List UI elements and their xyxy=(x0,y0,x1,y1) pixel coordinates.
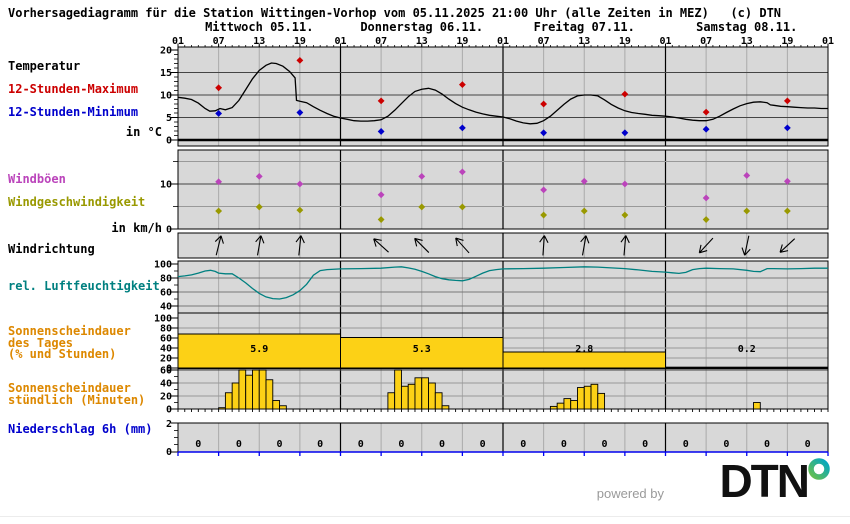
svg-text:19: 19 xyxy=(781,36,793,47)
svg-text:40: 40 xyxy=(160,379,172,390)
svg-text:0: 0 xyxy=(166,136,172,147)
svg-text:0: 0 xyxy=(317,439,323,450)
svg-text:Mittwoch 05.11.: Mittwoch 05.11. xyxy=(205,20,313,34)
svg-text:5.3: 5.3 xyxy=(413,344,431,355)
humidity-panel xyxy=(177,266,828,300)
svg-text:5: 5 xyxy=(166,113,172,124)
svg-text:40: 40 xyxy=(160,302,172,313)
humidity-label: rel. Luftfeuchtigkeit xyxy=(8,279,160,293)
wind-panel xyxy=(215,168,791,223)
precipitation-label: Niederschlag 6h (mm) xyxy=(8,422,153,436)
svg-text:10: 10 xyxy=(160,91,172,102)
svg-text:0: 0 xyxy=(805,439,811,450)
svg-text:01: 01 xyxy=(172,36,184,47)
svg-text:01: 01 xyxy=(659,36,671,47)
axis-left: 0510152001040608010002040608010002040602… xyxy=(154,46,178,458)
svg-text:19: 19 xyxy=(294,36,306,47)
svg-text:07: 07 xyxy=(375,36,387,47)
svg-text:0: 0 xyxy=(236,439,242,450)
svg-text:20: 20 xyxy=(160,46,172,57)
svg-text:0: 0 xyxy=(723,439,729,450)
svg-text:0.2: 0.2 xyxy=(738,344,756,355)
svg-text:60: 60 xyxy=(160,334,172,345)
sunshine-hourly-label-line2: stündlich (Minuten) xyxy=(8,392,146,407)
sunshine-daily-label-line1: Sonnenscheindauer xyxy=(8,324,131,338)
svg-text:80: 80 xyxy=(160,274,172,285)
sunshine-hourly-label-line1: Sonnenscheindauer xyxy=(8,381,131,395)
powered-by-text: powered by xyxy=(596,486,664,501)
svg-text:01: 01 xyxy=(497,36,509,47)
svg-text:100: 100 xyxy=(154,314,172,325)
svg-text:5.9: 5.9 xyxy=(250,344,268,355)
svg-text:13: 13 xyxy=(416,36,428,47)
svg-text:0: 0 xyxy=(398,439,404,450)
svg-text:60: 60 xyxy=(160,288,172,299)
sunshine-daily-label: Sonnenscheindauer des Tages (% und Stunden… xyxy=(8,324,131,361)
temperature-label: Temperatur xyxy=(8,59,81,73)
wind-direction-label: Windrichtung xyxy=(8,242,95,256)
svg-text:15: 15 xyxy=(160,68,172,79)
wind-direction-panel xyxy=(214,235,796,256)
sunshine-hourly-label: Sonnenscheindauer stündlich (Minuten) xyxy=(8,381,146,407)
sunshine-daily-label-line2: des Tages xyxy=(8,335,74,350)
panel-frames xyxy=(177,46,829,453)
max-12h-label: 12-Stunden-Maximum xyxy=(8,82,139,96)
min-12h-label: 12-Stunden-Minimum xyxy=(8,105,139,119)
svg-text:40: 40 xyxy=(160,344,172,355)
svg-text:2.8: 2.8 xyxy=(575,344,593,355)
svg-text:0: 0 xyxy=(480,439,486,450)
svg-text:13: 13 xyxy=(253,36,265,47)
svg-text:0: 0 xyxy=(602,439,608,450)
page-title: Vorhersagediagramm für die Station Witti… xyxy=(8,6,782,20)
svg-text:0: 0 xyxy=(520,439,526,450)
svg-text:0: 0 xyxy=(358,439,364,450)
svg-text:07: 07 xyxy=(700,36,712,47)
sunshine-daily-label-line3: (% und Stunden) xyxy=(8,347,117,361)
footer-branding: powered by DTN xyxy=(536,455,836,510)
svg-text:20: 20 xyxy=(160,354,172,365)
wind-gusts-label: Windböen xyxy=(8,172,66,186)
svg-text:0: 0 xyxy=(561,439,567,450)
svg-text:Samstag 08.11.: Samstag 08.11. xyxy=(696,20,797,34)
svg-text:2: 2 xyxy=(166,419,172,430)
svg-text:0: 0 xyxy=(166,405,172,416)
temperature-panel xyxy=(177,56,828,137)
bottom-divider xyxy=(0,516,850,517)
svg-text:80: 80 xyxy=(160,324,172,335)
dtn-logo-text: DTN xyxy=(719,455,810,507)
axis-top: Mittwoch 05.11. Donnerstag 06.11. Freitag … xyxy=(172,20,834,47)
svg-text:0: 0 xyxy=(166,225,172,236)
svg-text:0: 0 xyxy=(166,364,172,375)
svg-text:100: 100 xyxy=(154,260,172,271)
svg-text:Freitag 07.11.: Freitag 07.11. xyxy=(534,20,635,34)
svg-text:0: 0 xyxy=(166,447,172,458)
svg-text:0: 0 xyxy=(764,439,770,450)
svg-text:07: 07 xyxy=(538,36,550,47)
svg-text:Donnerstag 06.11.: Donnerstag 06.11. xyxy=(360,20,483,34)
sunshine-daily-panel: 5.9 5.3 2.8 0.2 xyxy=(177,333,829,369)
svg-text:13: 13 xyxy=(578,36,590,47)
svg-text:0: 0 xyxy=(195,439,201,450)
svg-text:07: 07 xyxy=(213,36,225,47)
svg-text:0: 0 xyxy=(277,439,283,450)
sunshine-hourly-panel xyxy=(177,369,829,412)
svg-text:10: 10 xyxy=(160,180,172,191)
svg-text:0: 0 xyxy=(683,439,689,450)
svg-text:20: 20 xyxy=(160,392,172,403)
temperature-unit-label: in °C xyxy=(125,125,162,139)
svg-text:19: 19 xyxy=(619,36,631,47)
wind-speed-label: Windgeschwindigkeit xyxy=(8,195,146,209)
svg-text:19: 19 xyxy=(456,36,468,47)
svg-text:0: 0 xyxy=(642,439,648,450)
wind-unit-label: in km/h xyxy=(111,221,162,235)
svg-text:01: 01 xyxy=(822,36,834,47)
forecast-chart: Mittwoch 05.11. Donnerstag 06.11. Freitag … xyxy=(154,20,834,458)
svg-text:01: 01 xyxy=(334,36,346,47)
svg-text:0: 0 xyxy=(439,439,445,450)
precipitation-panel: 0 0 0 0 0 0 0 0 0 0 0 0 0 0 0 0 xyxy=(177,439,829,456)
svg-text:60: 60 xyxy=(160,366,172,377)
dtn-logo-dot-icon xyxy=(808,458,830,480)
svg-text:13: 13 xyxy=(741,36,753,47)
